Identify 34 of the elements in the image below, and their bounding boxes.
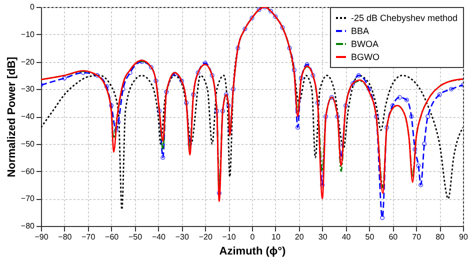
y-tick-label: −50 [20,139,36,148]
legend-label: BBA [351,26,370,36]
x-tick-label: 70 [412,232,422,242]
x-tick-label: −80 [58,232,72,242]
y-tick-label: −20 [20,57,36,66]
y-tick-label: −30 [20,84,36,94]
legend-label: BGWO [351,52,380,62]
x-tick-label: −70 [82,232,96,242]
x-tick-label: 10 [271,232,281,242]
y-tick-label: −40 [20,112,36,121]
legend-label: -25 dB Chebyshev method [351,13,458,23]
x-tick-label: 40 [342,232,352,242]
x-tick-label: 0 [250,232,256,242]
x-tick-label: −90 [34,232,49,242]
x-tick-label: 90 [459,232,468,242]
legend-label: BWOA [351,39,379,49]
x-tick-label: −10 [222,232,236,242]
y-axis-title: Normalized Power [dB] [6,56,18,178]
y-tick-label: −70 [20,194,36,204]
y-tick-label: −60 [20,166,36,176]
y-tick-label: −10 [20,30,36,39]
x-tick-label: 50 [365,232,375,242]
x-tick-label: −30 [175,232,190,242]
x-tick-label: −60 [105,232,120,242]
x-tick-label: 60 [388,232,398,242]
x-tick-label: −50 [128,232,143,242]
x-tick-label: 80 [436,232,446,242]
x-tick-label: −40 [152,232,166,242]
x-axis-title: Azimuth (ϕ°) [219,246,286,258]
x-tick-label: 30 [318,232,328,242]
y-tick-label: −80 [20,222,36,230]
y-tick-label: 0 [30,2,36,12]
x-tick-label: 20 [294,232,304,242]
x-tick-label: −20 [198,232,213,242]
